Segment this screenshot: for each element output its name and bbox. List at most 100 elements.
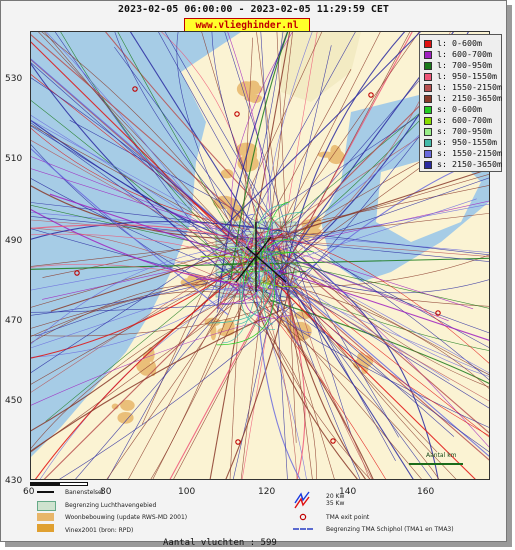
flight-track [164, 32, 399, 438]
tma-exit-point [368, 92, 374, 98]
flight-track [266, 280, 275, 291]
urban-blob [147, 347, 155, 362]
flight-track [176, 32, 235, 233]
legend-label: l: 950-1550m [437, 71, 497, 81]
tma-exit-label: TMA exit point [326, 514, 370, 521]
flight-track [273, 271, 489, 436]
housing-swatch [37, 513, 54, 521]
x-tick-60: 60 [23, 487, 35, 497]
legend-label: s: 600-700m [437, 115, 492, 125]
y-tick-490: 490 [5, 236, 23, 246]
flight-track [31, 300, 286, 337]
x-tick-140: 140 [339, 487, 357, 497]
wind-20-label: 20 Kw [326, 493, 345, 500]
flight-track [278, 271, 306, 479]
flight-track [239, 307, 317, 479]
flight-track [44, 32, 422, 479]
time-range-title: 2023-02-05 06:00:00 - 2023-02-05 11:29:5… [118, 4, 389, 15]
flight-track [31, 299, 286, 313]
flight-track [243, 279, 272, 319]
flight-track [31, 261, 273, 358]
flight-track [211, 32, 284, 259]
flight-track [31, 178, 292, 291]
tma-exit-icon [299, 513, 307, 521]
flight-track [253, 203, 289, 243]
scale-label: Aantal km [426, 452, 457, 459]
flight-track [43, 37, 488, 479]
legend-label: l: 0-600m [437, 38, 482, 48]
legend-swatch [424, 149, 432, 158]
flight-track [224, 32, 352, 436]
flight-track [286, 238, 489, 388]
legend-item: s: 600-700m [424, 115, 492, 125]
legend-swatch [424, 72, 432, 81]
legend-item: l: 600-700m [424, 49, 492, 59]
x-tick-160: 160 [417, 487, 435, 497]
flight-track [256, 32, 313, 479]
flight-track [220, 32, 421, 231]
runway-swatch [37, 491, 54, 493]
airport-boundary-swatch [37, 501, 56, 511]
legend-swatch [424, 61, 432, 70]
flight-track [31, 124, 489, 376]
legend-item: l: 0-600m [424, 38, 482, 48]
flight-track [243, 214, 254, 252]
flight-track [49, 193, 489, 341]
y-tick-470: 470 [5, 316, 23, 326]
legend-swatch [424, 39, 432, 48]
flight-track [294, 232, 489, 381]
legend-label: s: 700-950m [437, 126, 492, 136]
flight-track [31, 148, 229, 316]
flight-track [31, 41, 476, 479]
km-scale [30, 482, 88, 486]
flight-track [235, 264, 269, 325]
legend-label: s: 0-600m [437, 104, 482, 114]
flight-track [243, 251, 314, 285]
urban-blob [118, 414, 127, 422]
flight-track [216, 255, 276, 346]
tma-exit-point [74, 270, 80, 276]
wind-icon [294, 491, 310, 509]
legend-swatch [424, 50, 432, 59]
flight-tracks [31, 32, 489, 479]
urban-blob [220, 169, 234, 179]
x-tick-100: 100 [178, 487, 196, 497]
flight-track [209, 266, 275, 324]
flight-track [196, 278, 238, 294]
flight-track [31, 213, 489, 267]
runway-lines [235, 222, 287, 292]
legend-label: s: 950-1550m [437, 137, 497, 147]
flight-track [256, 284, 374, 479]
tma-boundary-label: Begrenzing TMA Schiphol (TMA1 en TMA3) [326, 526, 454, 533]
flight-track [105, 32, 295, 242]
flight-track [264, 255, 312, 334]
flight-track-map[interactable]: Aantal km [30, 31, 490, 480]
flight-track [229, 32, 289, 284]
urban-blob [357, 352, 366, 363]
urban-blob [288, 321, 312, 341]
flight-track [236, 251, 358, 479]
tma-exit-points [74, 86, 441, 445]
flight-track [31, 77, 253, 255]
legend-item: l: 1550-2150m [424, 82, 502, 92]
urban-blob [247, 80, 260, 92]
tma-exit-point [435, 310, 441, 316]
flight-track [269, 252, 312, 304]
legend-label: l: 600-700m [437, 49, 492, 59]
flight-track [241, 237, 489, 334]
flight-track [264, 280, 489, 390]
housing-label: Woonbebouwing (update RWS-MD 2001) [65, 514, 188, 521]
legend-item: s: 2150-3650m [424, 159, 502, 169]
legend-item: s: 700-950m [424, 126, 492, 136]
vinex-swatch [37, 524, 54, 532]
north-land [281, 32, 361, 102]
legend-swatch [424, 94, 432, 103]
flight-track [31, 248, 261, 432]
urban-blob [111, 403, 119, 410]
flight-track [50, 168, 489, 312]
urban-blob [331, 147, 342, 159]
urban-blob [235, 142, 258, 157]
legend-label: s: 2150-3650m [437, 159, 502, 169]
y-tick-430: 430 [5, 476, 23, 486]
legend-item: l: 700-950m [424, 60, 492, 70]
